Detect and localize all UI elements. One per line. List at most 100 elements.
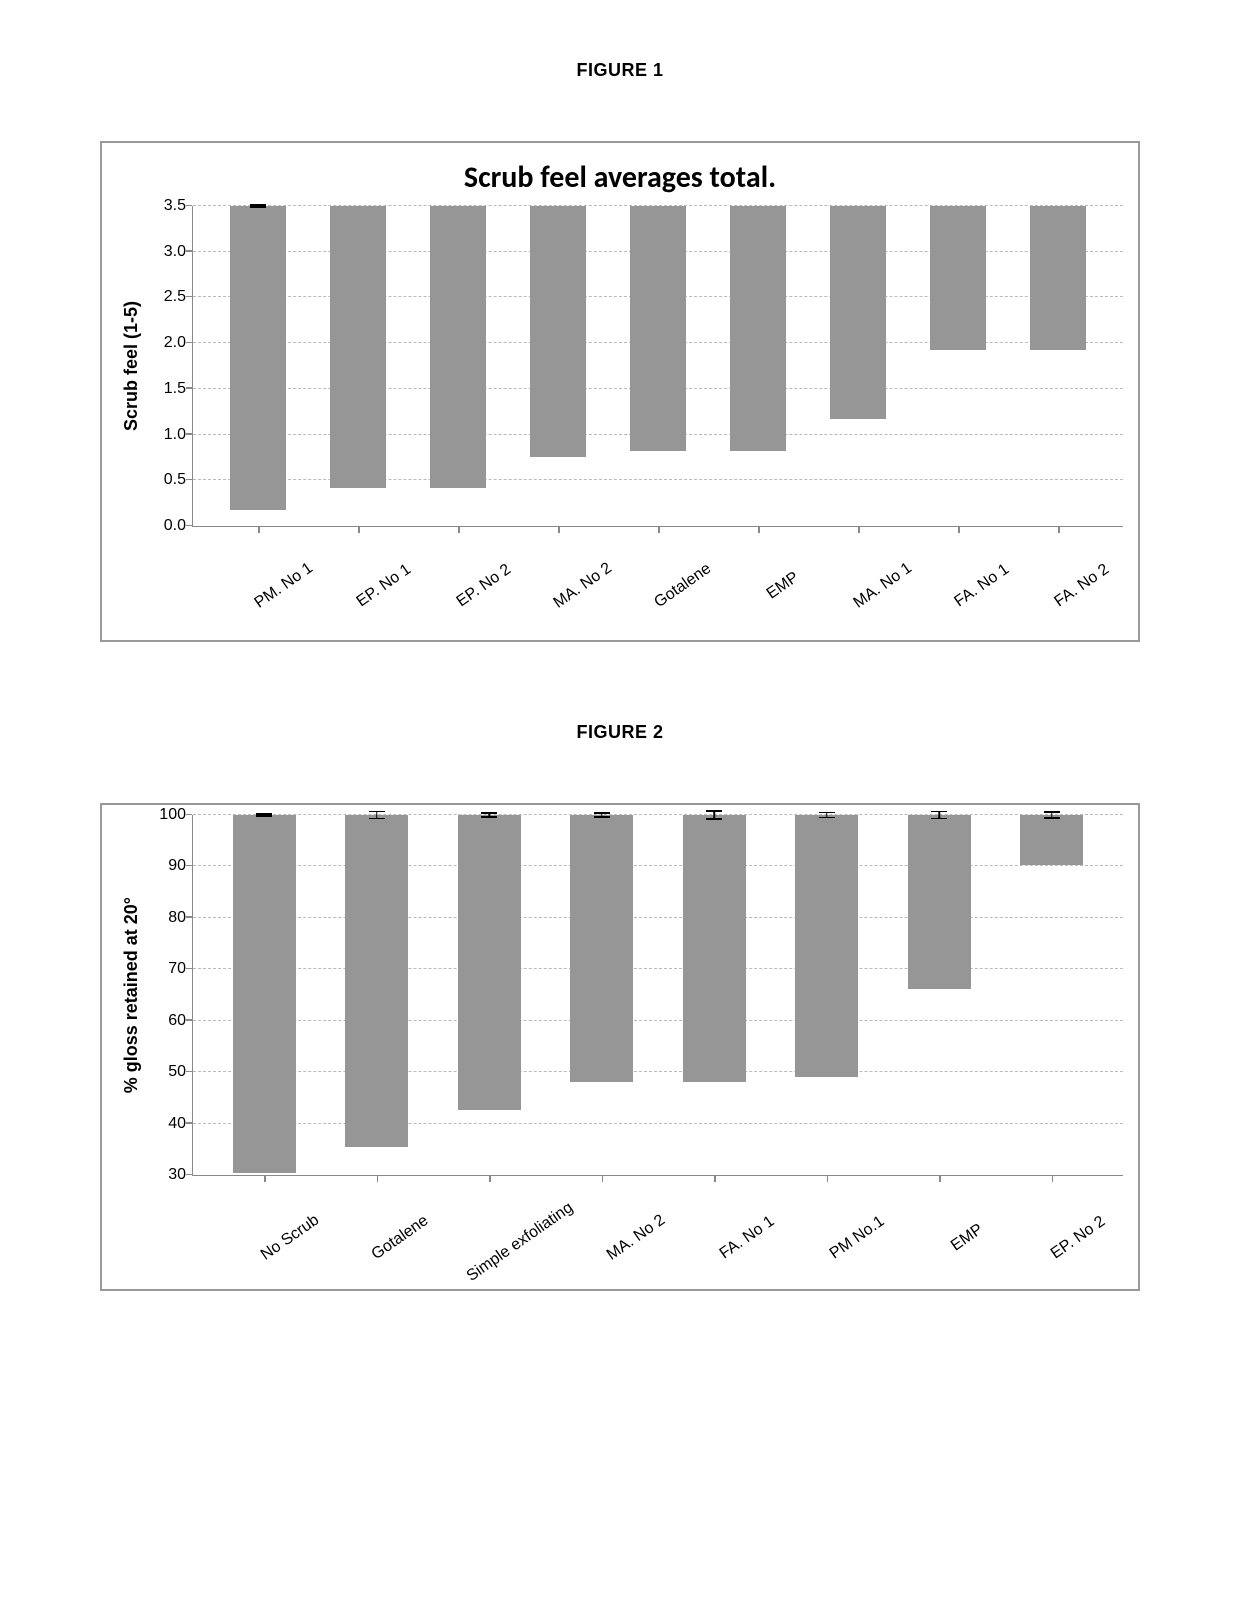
y-axis-ticks: 3.53.02.52.01.51.00.50.0 xyxy=(142,206,192,527)
bar xyxy=(330,206,386,488)
y-axis-ticks: 10090807060504030 xyxy=(142,815,192,1176)
bar-slot xyxy=(708,206,808,526)
bars-group xyxy=(193,206,1123,526)
y-tick-mark xyxy=(186,916,192,918)
bar-slot xyxy=(771,815,884,1175)
figure-1-chart: Scrub feel averages total. Scrub feel (1-… xyxy=(100,141,1140,642)
y-tick-label: 40 xyxy=(168,1115,186,1133)
figure-2-chart: % gloss retained at 20° 100 90 80 70 60 50 40 30… xyxy=(100,803,1140,1291)
error-bar xyxy=(250,204,266,208)
x-tick-mark xyxy=(558,527,560,533)
bar xyxy=(730,206,786,451)
figure-1-label: FIGURE 1 xyxy=(40,60,1200,81)
x-tick-mark xyxy=(939,1176,941,1182)
y-tick-mark xyxy=(186,814,192,816)
bar xyxy=(233,815,296,1173)
y-tick-mark xyxy=(186,342,192,344)
x-axis-labels: No ScrubGotaleneSimple exfoliatingMA. No… xyxy=(195,1184,1123,1274)
y-tick-label: 1.5 xyxy=(164,380,186,398)
y-tick-label: 1.0 xyxy=(164,426,186,444)
bar-slot xyxy=(546,815,659,1175)
y-tick-label: 0.5 xyxy=(164,471,186,489)
bar-slot xyxy=(996,815,1109,1175)
x-tick-mark xyxy=(758,527,760,533)
y-tick-mark xyxy=(186,479,192,481)
x-tick-label: FA. No 2 xyxy=(1036,550,1169,681)
error-bar xyxy=(256,813,272,816)
y-axis-label: % gloss retained at 20° xyxy=(117,897,142,1093)
y-tick-mark xyxy=(186,1174,192,1176)
bar-slot xyxy=(321,815,434,1175)
x-tick-mark xyxy=(458,527,460,533)
error-bar xyxy=(931,811,947,819)
y-tick-mark xyxy=(186,525,192,527)
x-tick-mark xyxy=(958,527,960,533)
x-tick-mark xyxy=(1058,527,1060,533)
y-tick-label: 3.0 xyxy=(164,243,186,261)
bar-slot xyxy=(308,206,408,526)
x-tick-mark xyxy=(1052,1176,1054,1182)
bar-slot xyxy=(608,206,708,526)
bar-slot xyxy=(1008,206,1108,526)
y-tick-label: 50 xyxy=(168,1063,186,1081)
y-tick-label: 90 xyxy=(168,857,186,875)
y-tick-mark xyxy=(186,1122,192,1124)
x-axis-labels: PM. No 1EP. No 1EP. No 2MA. No 2Gotalene… xyxy=(195,535,1123,625)
x-tick-label: EP. No 2 xyxy=(1028,1199,1170,1336)
y-tick-mark xyxy=(186,250,192,252)
bar xyxy=(458,815,521,1110)
bar xyxy=(683,815,746,1082)
plot-area xyxy=(192,815,1123,1176)
y-tick-label: 3.5 xyxy=(164,197,186,215)
error-bar xyxy=(369,811,385,819)
chart-title: Scrub feel averages total. xyxy=(117,159,1123,196)
figure-2-label: FIGURE 2 xyxy=(40,722,1200,743)
y-tick-mark xyxy=(186,205,192,207)
bar xyxy=(230,206,286,510)
x-tick-mark xyxy=(489,1176,491,1182)
plot-area xyxy=(192,206,1123,527)
error-bar xyxy=(1044,811,1060,818)
y-tick-mark xyxy=(186,387,192,389)
y-tick-label: 2.5 xyxy=(164,288,186,306)
bar xyxy=(795,815,858,1077)
y-tick-mark xyxy=(186,865,192,867)
bar xyxy=(1020,815,1083,865)
bar-slot xyxy=(433,815,546,1175)
y-tick-mark xyxy=(186,1019,192,1021)
x-tick-mark xyxy=(714,1176,716,1182)
y-tick-mark xyxy=(186,296,192,298)
bar xyxy=(930,206,986,350)
y-tick-mark xyxy=(186,433,192,435)
bar xyxy=(530,206,586,457)
x-tick-mark xyxy=(377,1176,379,1182)
y-tick-mark xyxy=(186,1071,192,1073)
bar-slot xyxy=(208,815,321,1175)
bar-slot xyxy=(408,206,508,526)
bar-slot xyxy=(883,815,996,1175)
bar-slot xyxy=(808,206,908,526)
y-tick-label: 80 xyxy=(168,909,186,927)
y-tick-label: 70 xyxy=(168,960,186,978)
error-bar xyxy=(706,810,722,819)
bar xyxy=(1030,206,1086,350)
x-tick-mark xyxy=(258,527,260,533)
error-bar xyxy=(594,812,610,817)
y-axis-label: Scrub feel (1-5) xyxy=(117,301,142,431)
y-tick-label: 30 xyxy=(168,1166,186,1184)
bars-group xyxy=(193,815,1123,1175)
bar xyxy=(345,815,408,1147)
bar xyxy=(430,206,486,488)
bar xyxy=(908,815,971,989)
y-tick-label: 100 xyxy=(159,806,186,824)
bar xyxy=(570,815,633,1082)
x-tick-mark xyxy=(858,527,860,533)
x-tick-mark xyxy=(602,1176,604,1182)
x-tick-mark xyxy=(658,527,660,533)
bar-slot xyxy=(658,815,771,1175)
bar-slot xyxy=(908,206,1008,526)
y-tick-label: 60 xyxy=(168,1012,186,1030)
error-bar xyxy=(819,812,835,818)
bar-slot xyxy=(208,206,308,526)
y-tick-label: 2.0 xyxy=(164,334,186,352)
